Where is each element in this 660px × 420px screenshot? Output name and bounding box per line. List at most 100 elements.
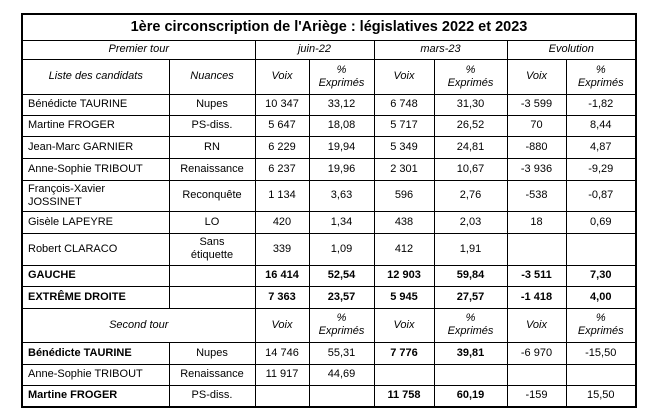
header-pct-evo: % Exprimés: [565, 58, 637, 95]
nuance-cell: PS-diss.: [168, 114, 256, 137]
candidate-name-cell: Robert CLARACO: [21, 232, 170, 266]
pct-cell: -1,82: [565, 93, 637, 116]
candidate-name-cell: Anne-Sophie TRIBOUT: [21, 363, 170, 386]
pct-cell: 7,30: [565, 264, 637, 287]
pct-cell: 4,00: [565, 285, 637, 309]
pct-cell: 39,81: [433, 341, 508, 365]
voix-cell: 10 347: [254, 93, 310, 116]
pct-cell: 59,84: [433, 264, 508, 287]
pct-cell: 55,31: [308, 341, 375, 365]
voix-cell: [506, 232, 567, 266]
column-header-row: Liste des candidats Nuances Voix % Expri…: [21, 58, 637, 95]
pct-cell: 2,03: [433, 210, 508, 234]
nuance-cell: Renaissance: [168, 363, 256, 386]
section-evolution: Evolution: [506, 39, 637, 60]
pct-cell: 19,96: [308, 157, 375, 181]
pct-cell: 33,12: [308, 93, 375, 116]
nuance-cell: Reconquête: [168, 179, 256, 212]
summary-label-cell: GAUCHE: [21, 264, 170, 287]
pct-cell: 8,44: [565, 114, 637, 137]
header-voix-evo: Voix: [506, 58, 567, 95]
voix-cell: [373, 363, 435, 386]
section-header-row: Premier tour juin-22 mars-23 Evolution: [21, 39, 637, 60]
voix-cell: 6 748: [373, 93, 435, 116]
voix-cell: 339: [254, 232, 310, 266]
nuance-cell: RN: [168, 135, 256, 159]
voix-cell: 12 903: [373, 264, 435, 287]
header-candidats: Liste des candidats: [21, 58, 170, 95]
pct-cell: 24,81: [433, 135, 508, 159]
section-mars-23: mars-23: [373, 39, 508, 60]
table-row: Martine FROGER PS-diss. 11 758 60,19 -15…: [21, 384, 637, 408]
nuance-cell: Nupes: [168, 93, 256, 116]
header-pct-mars: % Exprimés: [433, 307, 508, 343]
voix-cell: 420: [254, 210, 310, 234]
pct-cell: 3,63: [308, 179, 375, 212]
voix-cell: -1 418: [506, 285, 567, 309]
pct-cell: 18,08: [308, 114, 375, 137]
nuance-cell: PS-diss.: [168, 384, 256, 408]
voix-cell: [506, 363, 567, 386]
voix-cell: 14 746: [254, 341, 310, 365]
header-voix-juin: Voix: [254, 307, 310, 343]
header-pct-juin: % Exprimés: [308, 307, 375, 343]
voix-cell: 7 776: [373, 341, 435, 365]
table-row: Anne-Sophie TRIBOUT Renaissance 6 237 19…: [21, 157, 637, 181]
candidate-name-cell: François-Xavier JOSSINET: [21, 179, 170, 212]
voix-cell: -159: [506, 384, 567, 408]
summary-row-extreme-droite: EXTRÊME DROITE 7 363 23,57 5 945 27,57 -…: [21, 285, 637, 309]
pct-cell: 2,76: [433, 179, 508, 212]
pct-cell: -0,87: [565, 179, 637, 212]
table-row: Jean-Marc GARNIER RN 6 229 19,94 5 349 2…: [21, 135, 637, 159]
pct-cell: 1,91: [433, 232, 508, 266]
candidate-name-cell: Martine FROGER: [21, 114, 170, 137]
pct-cell: 19,94: [308, 135, 375, 159]
pct-cell: 27,57: [433, 285, 508, 309]
pct-cell: 1,09: [308, 232, 375, 266]
nuance-cell: [168, 285, 256, 309]
header-voix-juin: Voix: [254, 58, 310, 95]
table-row: Anne-Sophie TRIBOUT Renaissance 11 917 4…: [21, 363, 637, 386]
table-row: Robert CLARACO Sans étiquette 339 1,09 4…: [21, 232, 637, 266]
voix-cell: -6 970: [506, 341, 567, 365]
voix-cell: 5 349: [373, 135, 435, 159]
voix-cell: 5 945: [373, 285, 435, 309]
voix-cell: 2 301: [373, 157, 435, 181]
voix-cell: 11 917: [254, 363, 310, 386]
pct-cell: [308, 384, 375, 408]
pct-cell: [433, 363, 508, 386]
pct-cell: 1,34: [308, 210, 375, 234]
nuance-cell: LO: [168, 210, 256, 234]
header-pct-juin: % Exprimés: [308, 58, 375, 95]
voix-cell: 70: [506, 114, 567, 137]
candidate-name-cell: Gisèle LAPEYRE: [21, 210, 170, 234]
voix-cell: 5 717: [373, 114, 435, 137]
voix-cell: 5 647: [254, 114, 310, 137]
section-second-tour: Second tour: [21, 307, 256, 343]
table-title: 1ère circonscription de l'Ariège : légis…: [21, 13, 637, 41]
pct-cell: 4,87: [565, 135, 637, 159]
table-row: François-Xavier JOSSINET Reconquête 1 13…: [21, 179, 637, 212]
voix-cell: 596: [373, 179, 435, 212]
candidate-name-cell: Bénédicte TAURINE: [21, 341, 170, 365]
table-row: Bénédicte TAURINE Nupes 10 347 33,12 6 7…: [21, 93, 637, 116]
nuance-cell: Sans étiquette: [168, 232, 256, 266]
voix-cell: 412: [373, 232, 435, 266]
pct-cell: 60,19: [433, 384, 508, 408]
voix-cell: [254, 384, 310, 408]
section-premier-tour: Premier tour: [21, 39, 256, 60]
voix-cell: -3 599: [506, 93, 567, 116]
pct-cell: [565, 363, 637, 386]
pct-cell: 15,50: [565, 384, 637, 408]
voix-cell: 6 229: [254, 135, 310, 159]
header-voix-evo: Voix: [506, 307, 567, 343]
voix-cell: -3 511: [506, 264, 567, 287]
header-voix-mars: Voix: [373, 58, 435, 95]
pct-cell: -9,29: [565, 157, 637, 181]
pct-cell: 0,69: [565, 210, 637, 234]
results-table: 1ère circonscription de l'Ariège : légis…: [21, 13, 637, 408]
header-voix-mars: Voix: [373, 307, 435, 343]
table-row: Martine FROGER PS-diss. 5 647 18,08 5 71…: [21, 114, 637, 137]
pct-cell: 23,57: [308, 285, 375, 309]
summary-row-gauche: GAUCHE 16 414 52,54 12 903 59,84 -3 511 …: [21, 264, 637, 287]
